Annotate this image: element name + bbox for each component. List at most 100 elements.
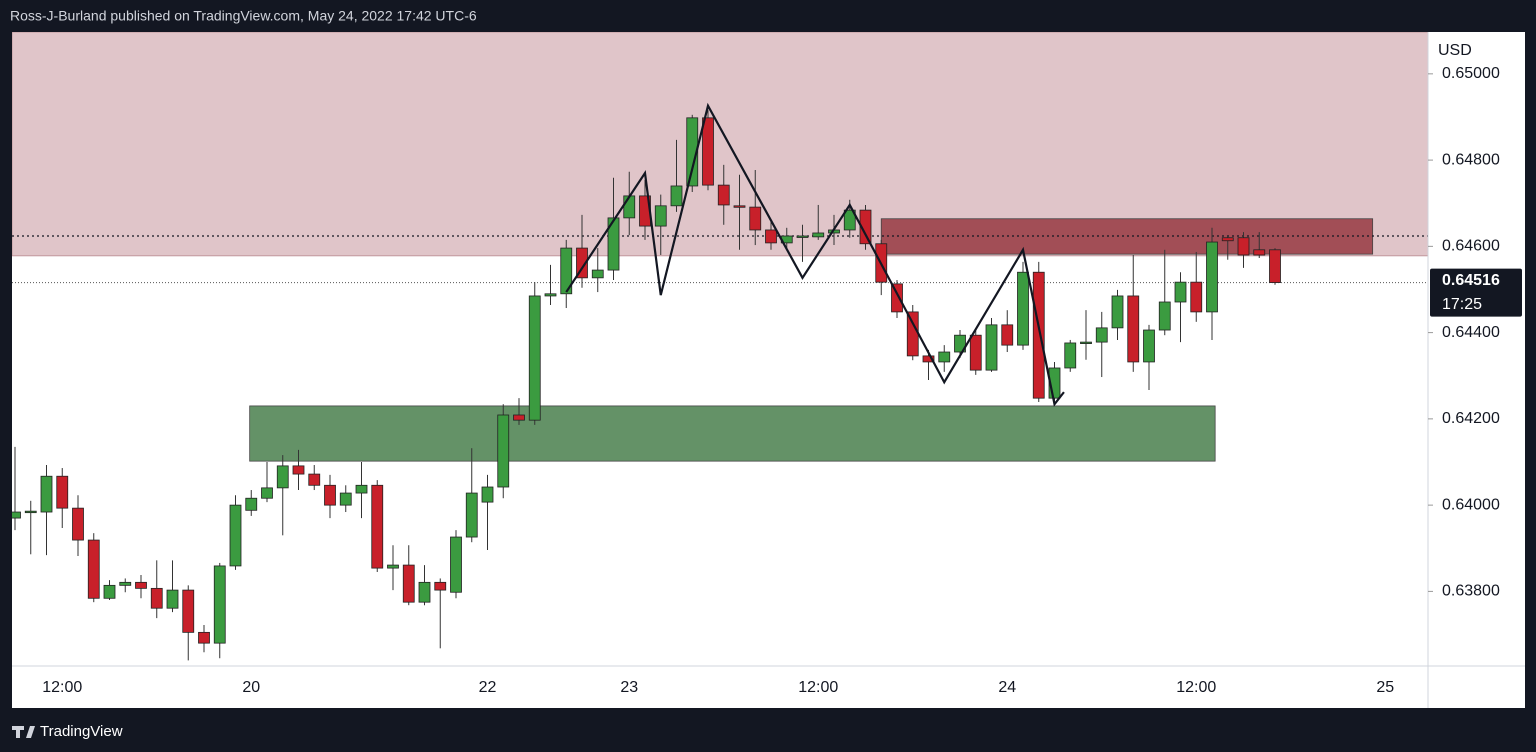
candle-body	[434, 581, 447, 591]
candle-body	[1206, 241, 1218, 313]
candle-body	[497, 414, 510, 488]
candle-body	[56, 475, 69, 509]
y-tick-label: 0.63800	[1442, 583, 1500, 600]
logo	[12, 726, 35, 738]
y-tick-label: 0.64000	[1442, 496, 1500, 513]
candle-body	[481, 486, 494, 503]
candle-body	[938, 351, 951, 363]
candle-body	[1127, 295, 1140, 363]
candle-body	[560, 247, 573, 295]
candle-body	[166, 589, 179, 609]
candle-body	[150, 587, 163, 609]
candle-body	[969, 334, 982, 371]
y-tick-label: 0.64800	[1442, 151, 1500, 168]
x-tick-label: 12:00	[1176, 679, 1216, 696]
candle-body	[843, 209, 856, 231]
candle-body	[308, 473, 321, 486]
last-price-badge	[1430, 268, 1522, 317]
candle-body	[72, 507, 84, 541]
candle-body	[654, 205, 667, 227]
candle-body	[765, 229, 777, 244]
candle-body	[528, 295, 541, 421]
candle-body	[1190, 281, 1203, 313]
x-tick-label: 23	[620, 679, 638, 696]
candle-body	[465, 492, 478, 538]
candle-body	[717, 184, 730, 206]
candle-body	[119, 581, 132, 586]
last-price-label: 0.64516	[1442, 272, 1500, 289]
currency-label: USD	[1438, 42, 1472, 59]
candle-body	[245, 497, 258, 511]
candle-body	[87, 539, 100, 599]
candle-body	[906, 311, 919, 357]
zone	[249, 405, 1216, 462]
candle-body	[891, 283, 903, 313]
candle-body	[1174, 281, 1187, 303]
candle-body	[40, 475, 53, 513]
candle-body	[1048, 367, 1061, 399]
candle-body	[229, 504, 242, 567]
candle-body	[702, 117, 714, 186]
candle-body	[182, 589, 195, 633]
candle-body	[1064, 342, 1077, 369]
candle-body	[355, 484, 368, 494]
x-tick-label: 22	[479, 679, 497, 696]
candle-body	[1237, 237, 1250, 256]
candle-body	[985, 324, 998, 371]
candle-body	[513, 414, 525, 421]
candle-body	[213, 565, 226, 644]
candle-body	[135, 581, 147, 589]
candle-body	[24, 510, 37, 514]
candle-body	[402, 564, 415, 603]
candle-body	[623, 195, 636, 219]
footer-brand: TradingView	[40, 723, 123, 740]
x-tick-label: 12:00	[42, 679, 82, 696]
candle-body	[1032, 271, 1045, 399]
candle-body	[686, 117, 699, 187]
candle-body	[607, 217, 620, 271]
candle-body	[12, 511, 21, 519]
y-tick-label: 0.65000	[1442, 65, 1500, 82]
candle-body	[1080, 341, 1092, 344]
x-tick-label: 25	[1376, 679, 1394, 696]
candle-body	[292, 465, 305, 475]
candle-body	[1253, 249, 1266, 256]
candle-body	[591, 269, 604, 279]
logo-mark	[16, 726, 20, 738]
candle-body	[418, 581, 431, 603]
candle-body	[1221, 237, 1234, 242]
logo-mark	[26, 726, 35, 738]
candle-body	[1001, 324, 1014, 346]
candle-body	[796, 235, 809, 238]
candle-body	[1143, 329, 1155, 363]
y-tick-label: 0.64600	[1442, 238, 1500, 255]
candle-body	[198, 631, 210, 644]
candle-body	[103, 584, 116, 599]
candle-body	[1017, 271, 1029, 346]
y-tick-label: 0.64400	[1442, 324, 1500, 341]
candle-body	[954, 334, 966, 353]
candle-body	[1111, 295, 1124, 329]
x-tick-label: 20	[242, 679, 260, 696]
candle-body	[812, 232, 825, 238]
candle-body	[387, 564, 399, 569]
candle-body	[733, 205, 746, 208]
candle-body	[450, 536, 462, 593]
candle-body	[1158, 301, 1171, 331]
candle-body	[544, 293, 557, 297]
x-tick-label: 24	[998, 679, 1016, 696]
y-tick-label: 0.64200	[1442, 410, 1500, 427]
pattern-line	[565, 102, 1065, 407]
candle-body	[1095, 327, 1108, 343]
candle-body	[749, 206, 762, 231]
candle-body	[1269, 249, 1281, 283]
candle-body	[339, 492, 352, 506]
countdown-label: 17:25	[1442, 296, 1482, 313]
candle-body	[670, 185, 683, 207]
candle-body	[371, 484, 384, 569]
candle-body	[922, 355, 935, 363]
plot-area	[12, 32, 1428, 661]
candle-body	[576, 247, 588, 279]
x-tick-label: 12:00	[798, 679, 838, 696]
